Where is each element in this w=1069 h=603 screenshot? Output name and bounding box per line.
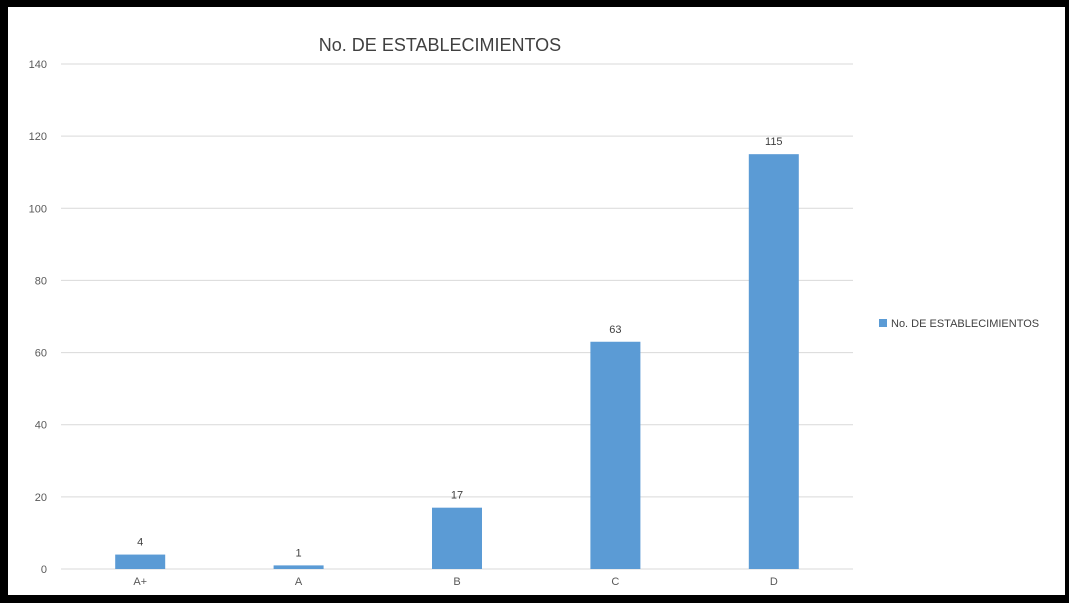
x-tick-label: C	[611, 576, 619, 588]
data-label: 17	[451, 490, 463, 502]
data-label: 4	[137, 537, 143, 549]
y-tick-label: 140	[29, 59, 47, 71]
bar	[115, 554, 166, 569]
y-tick-label: 60	[35, 348, 47, 360]
data-label: 1	[296, 547, 302, 559]
x-axis-ticks: A+ A B C D	[133, 576, 778, 588]
bar	[590, 341, 641, 569]
x-tick-label: A+	[133, 576, 147, 588]
bar-chart: No. DE ESTABLECIMIENTOS 0 20 40 60 80 100 120 1…	[29, 35, 1040, 588]
y-tick-label: 120	[29, 131, 47, 143]
data-label: 115	[765, 136, 783, 148]
bar	[432, 507, 482, 569]
x-tick-label: B	[453, 576, 460, 588]
legend: No. DE ESTABLECIMIENTOS	[879, 318, 1039, 330]
y-tick-label: 100	[29, 203, 47, 215]
data-labels: 4 1 17 63 115	[137, 136, 782, 559]
y-tick-label: 40	[35, 420, 47, 432]
x-tick-label: A	[295, 576, 303, 588]
bar	[748, 154, 799, 569]
chart-frame: No. DE ESTABLECIMIENTOS 0 20 40 60 80 100 120 1…	[8, 7, 1065, 595]
y-tick-label: 80	[35, 275, 47, 287]
chart-title: No. DE ESTABLECIMIENTOS	[319, 35, 561, 55]
data-label: 63	[609, 324, 621, 336]
bar	[273, 565, 324, 569]
y-tick-label: 0	[41, 564, 47, 576]
y-axis-ticks: 0 20 40 60 80 100 120 140	[29, 59, 47, 576]
legend-label: No. DE ESTABLECIMIENTOS	[891, 318, 1039, 330]
gridlines	[61, 63, 853, 570]
x-tick-label: D	[770, 576, 778, 588]
y-tick-label: 20	[35, 492, 47, 504]
legend-swatch	[879, 319, 887, 327]
bars	[115, 154, 799, 569]
